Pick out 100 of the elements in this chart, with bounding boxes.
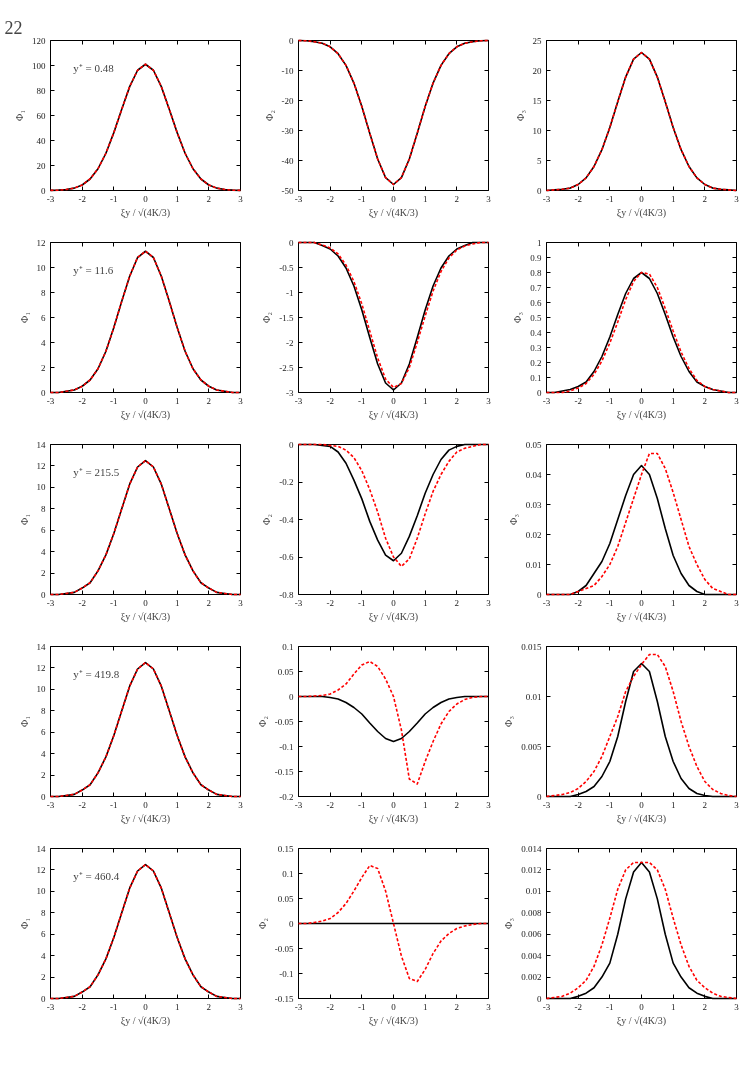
- y-tick-label: -0.15: [274, 993, 294, 1004]
- x-tick-label: 1: [422, 193, 428, 204]
- x-tick-label: 0: [639, 395, 645, 406]
- x-tick-label: 3: [238, 193, 244, 204]
- x-tick-label: -1: [606, 395, 614, 406]
- y-tick-label: -10: [281, 65, 294, 76]
- x-tick-label: 0: [639, 799, 645, 810]
- y-axis-title: Φ₂: [256, 716, 268, 727]
- chart-title: 22: [4, 17, 23, 38]
- x-tick-label: 3: [734, 395, 740, 406]
- x-tick-label: 2: [454, 799, 460, 810]
- x-tick-label: -2: [574, 395, 582, 406]
- y-axis-title: Φ₃: [514, 110, 526, 121]
- y-tick-label: 0: [289, 439, 294, 450]
- x-tick-label: -2: [326, 193, 334, 204]
- x-tick-label: -2: [78, 1001, 86, 1012]
- x-tick-label: -1: [358, 1001, 366, 1012]
- y-tick-label: 0: [289, 918, 294, 929]
- y-tick-label: 0.2: [530, 357, 542, 368]
- x-tick-label: 1: [670, 1001, 676, 1012]
- y-axis-title: Φ₂: [261, 312, 273, 323]
- y-tick-label: 0.03: [525, 499, 542, 510]
- x-tick-label: -1: [358, 799, 366, 810]
- y-tick-label: 10: [36, 262, 46, 273]
- y-tick-label: 0: [289, 691, 294, 702]
- y-tick-label: 0.7: [530, 282, 542, 293]
- y-axis-title: Φ₂: [256, 918, 268, 929]
- x-tick-label: 2: [454, 193, 460, 204]
- y-tick-label: 0.01: [525, 886, 542, 897]
- y-tick-label: 25: [532, 35, 542, 46]
- y-tick-label: 80: [36, 85, 46, 96]
- y-tick-label: 0: [537, 589, 542, 600]
- y-tick-label: 0: [41, 589, 46, 600]
- y-tick-label: 8: [41, 705, 46, 716]
- x-axis-title: ξy / √(4K/3): [368, 610, 419, 623]
- x-tick-label: -2: [326, 597, 334, 608]
- y-tick-label: 0.006: [521, 929, 542, 940]
- y-tick-label: 40: [36, 135, 46, 146]
- y-tick-label: 0.002: [521, 972, 542, 983]
- y-tick-label: 6: [41, 929, 46, 940]
- y-tick-label: 6: [41, 312, 46, 323]
- y-tick-label: 0.9: [530, 252, 542, 263]
- y-tick-label: 0.4: [530, 327, 542, 338]
- x-tick-label: 1: [422, 799, 428, 810]
- y-tick-label: 0: [289, 35, 294, 46]
- y-tick-label: 0.3: [530, 342, 542, 353]
- x-tick-label: -2: [78, 799, 86, 810]
- y-tick-label: 12: [36, 864, 46, 875]
- x-tick-label: 0: [143, 597, 149, 608]
- x-tick-label: 2: [206, 799, 212, 810]
- x-tick-label: 2: [206, 193, 212, 204]
- y-tick-label: 4: [41, 337, 46, 348]
- x-tick-label: 1: [174, 1001, 180, 1012]
- x-tick-label: 0: [391, 1001, 397, 1012]
- x-tick-label: 2: [206, 395, 212, 406]
- annotation: y⁺ = 0.48: [73, 61, 115, 74]
- x-tick-label: -2: [78, 395, 86, 406]
- x-axis-title: ξy / √(4K/3): [120, 610, 171, 623]
- x-tick-label: 1: [174, 799, 180, 810]
- y-tick-label: -0.05: [274, 716, 294, 727]
- y-axis-title: Φ₁: [18, 514, 30, 525]
- y-tick-label: 10: [36, 886, 46, 897]
- y-axis-title: Φ₁: [18, 918, 30, 929]
- y-tick-label: 10: [532, 125, 542, 136]
- x-tick-label: -1: [110, 1001, 118, 1012]
- x-tick-label: 2: [206, 1001, 212, 1012]
- x-tick-label: -2: [574, 193, 582, 204]
- x-tick-label: -1: [110, 395, 118, 406]
- y-tick-label: 0.005: [521, 741, 542, 752]
- y-tick-label: -50: [281, 185, 294, 196]
- y-tick-label: 5: [537, 155, 542, 166]
- y-axis-title: Φ₂: [263, 110, 275, 121]
- y-tick-label: 2: [41, 568, 46, 579]
- y-tick-label: -2.5: [279, 362, 294, 373]
- y-tick-label: 8: [41, 287, 46, 298]
- y-tick-label: 14: [36, 641, 46, 652]
- y-tick-label: 2: [41, 972, 46, 983]
- x-tick-label: 3: [734, 597, 740, 608]
- x-tick-label: -1: [358, 395, 366, 406]
- x-tick-label: -2: [326, 799, 334, 810]
- x-tick-label: -1: [358, 597, 366, 608]
- y-tick-label: 2: [41, 770, 46, 781]
- x-tick-label: 2: [206, 597, 212, 608]
- x-tick-label: 2: [702, 597, 708, 608]
- x-tick-label: 0: [639, 597, 645, 608]
- x-tick-label: -1: [110, 799, 118, 810]
- y-tick-label: 10: [36, 684, 46, 695]
- x-tick-label: 1: [422, 395, 428, 406]
- y-axis-title: Φ₁: [18, 312, 30, 323]
- x-tick-label: 3: [486, 395, 492, 406]
- y-tick-label: 0.008: [521, 907, 542, 918]
- x-tick-label: -2: [326, 395, 334, 406]
- y-tick-label: 0.014: [521, 843, 542, 854]
- x-tick-label: 1: [670, 395, 676, 406]
- x-tick-label: -2: [574, 1001, 582, 1012]
- y-tick-label: 0.01: [525, 691, 542, 702]
- y-tick-label: 1: [537, 237, 542, 248]
- x-tick-label: 3: [734, 1001, 740, 1012]
- y-tick-label: 0.004: [521, 950, 542, 961]
- y-tick-label: 20: [36, 160, 46, 171]
